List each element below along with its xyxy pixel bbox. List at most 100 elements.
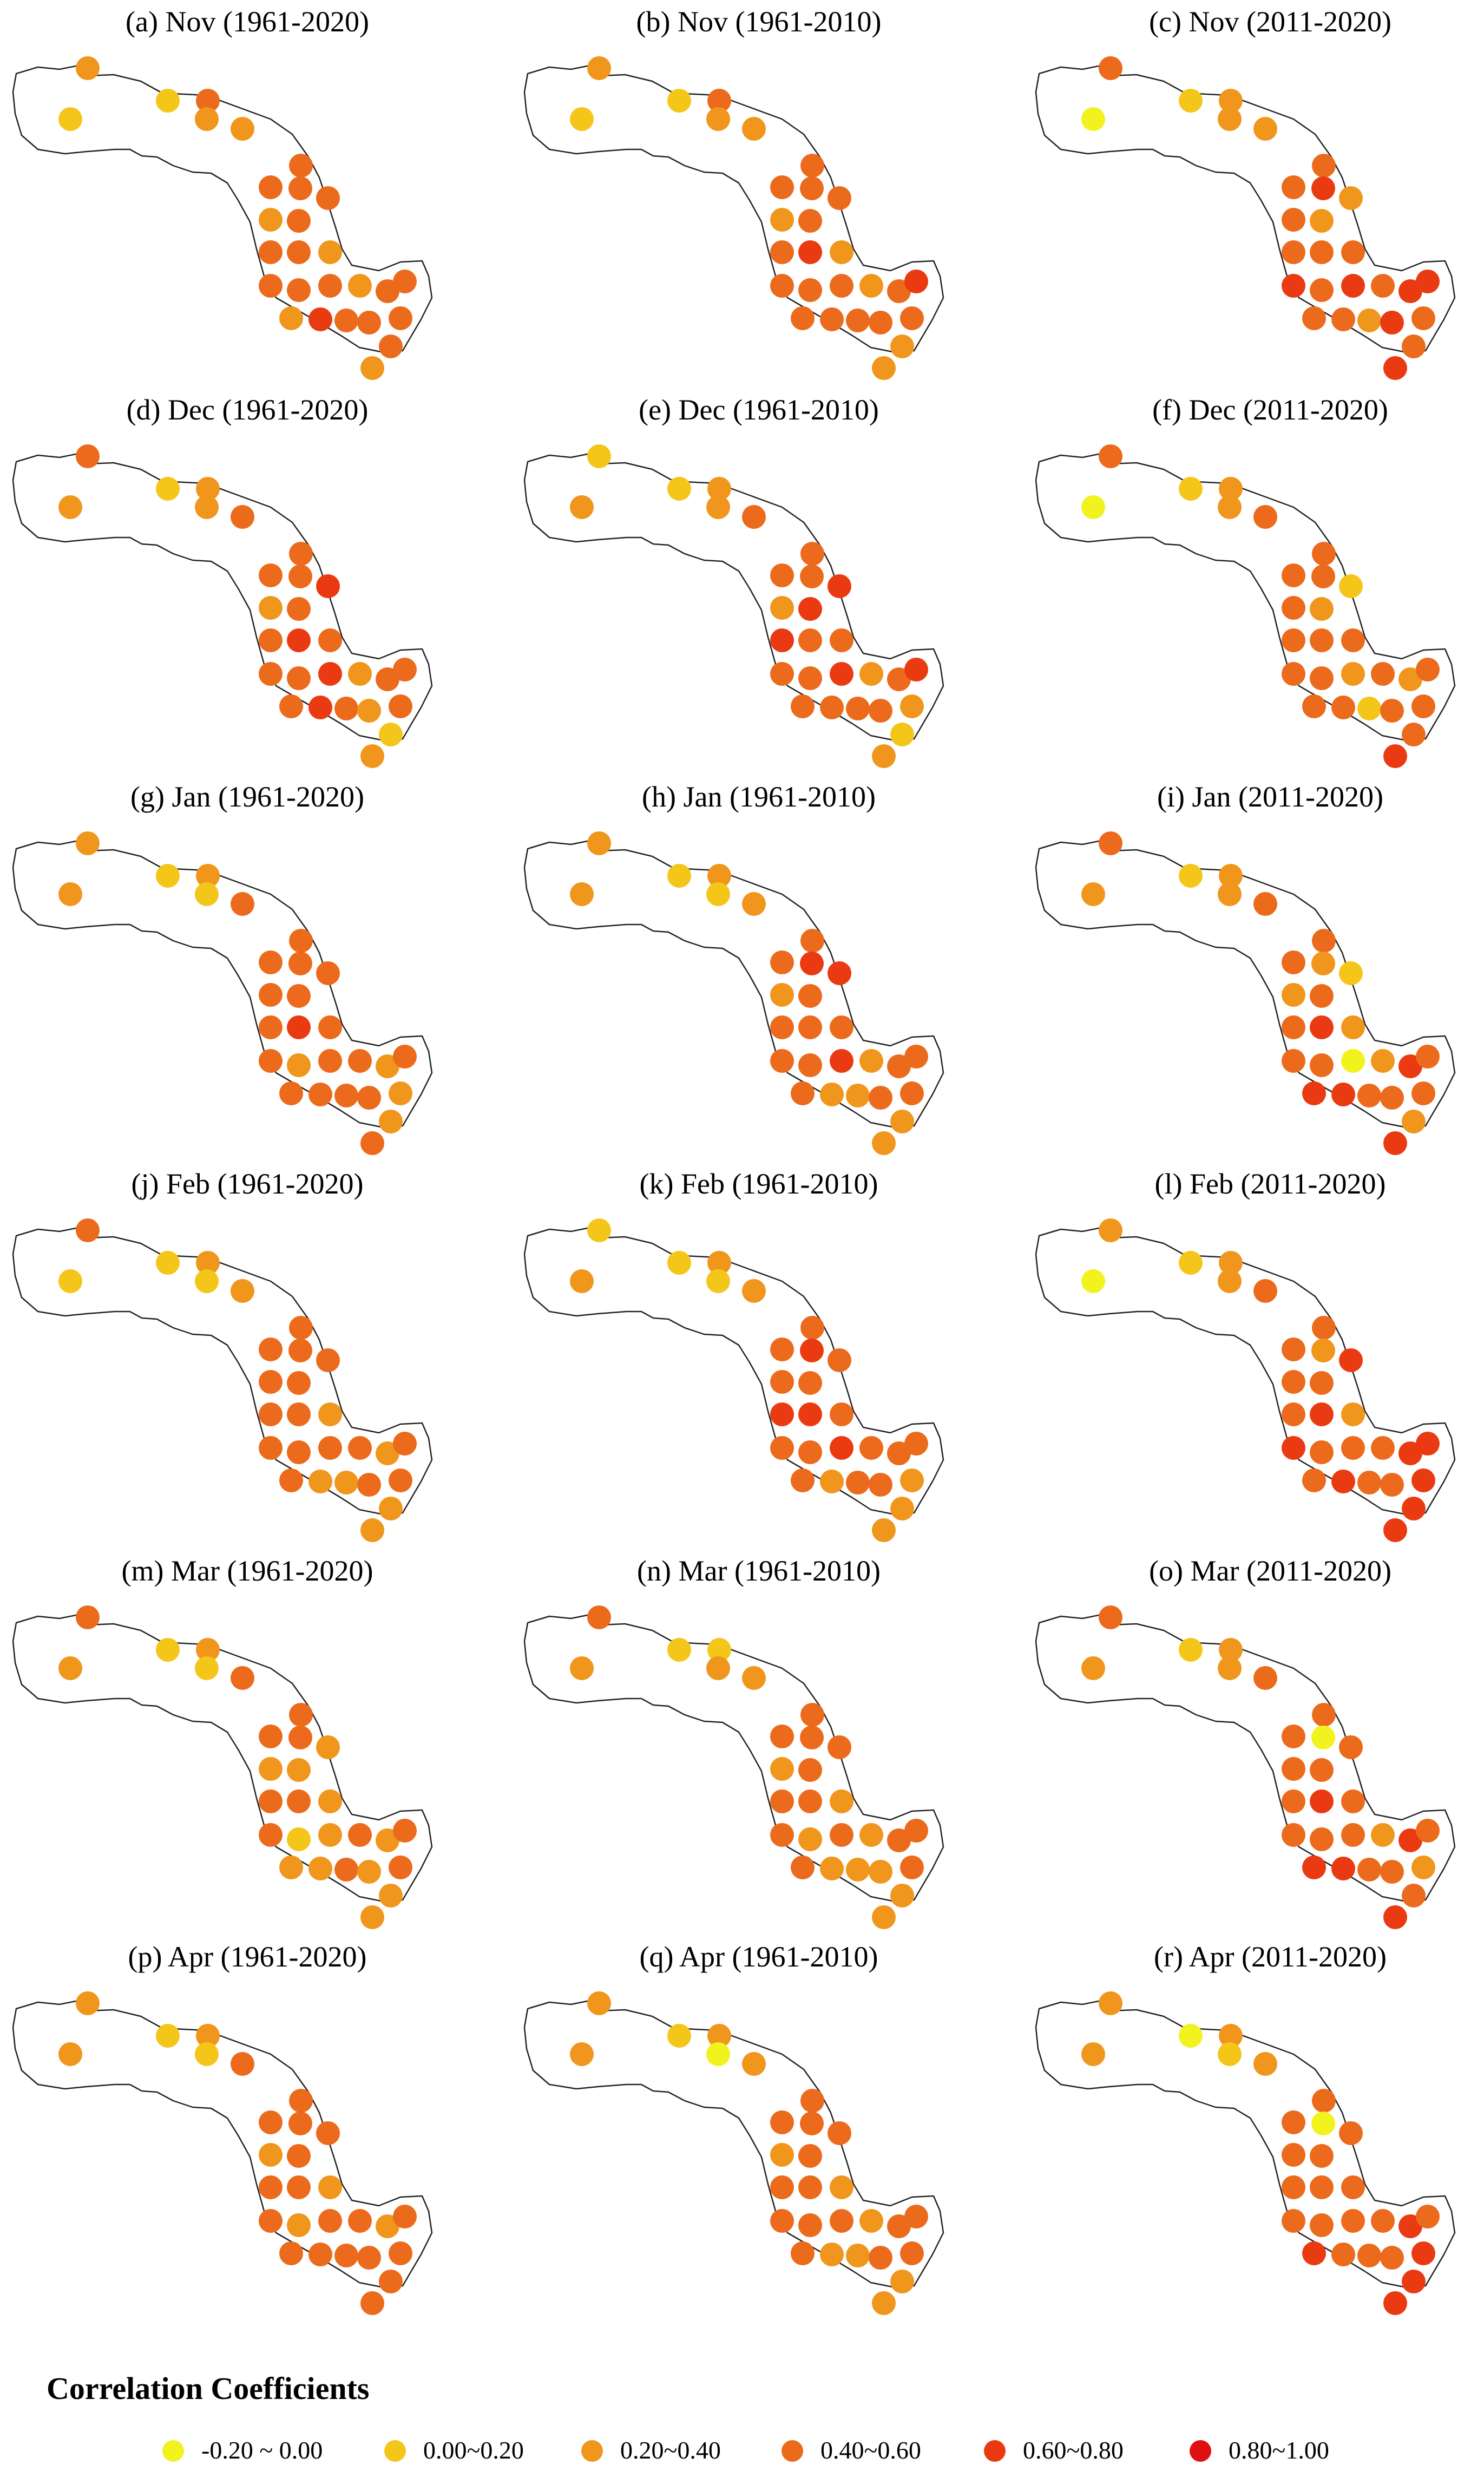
station-marker [770, 2110, 794, 2134]
station-marker [1357, 697, 1381, 720]
station-marker [1383, 1131, 1407, 1155]
station-marker [76, 1605, 100, 1629]
station-marker [1310, 1758, 1334, 1782]
station-marker [287, 1371, 311, 1395]
station-marker [58, 2042, 82, 2066]
station-marker [1312, 1703, 1336, 1727]
station-marker [289, 929, 313, 953]
station-marker [259, 1338, 283, 1361]
station-marker [287, 2144, 311, 2168]
station-marker [1282, 1436, 1305, 1460]
station-marker [389, 694, 412, 718]
station-marker [587, 444, 611, 468]
station-marker [904, 1045, 928, 1068]
station-marker [389, 1081, 412, 1105]
station-marker [1282, 563, 1305, 587]
station-marker [828, 1735, 851, 1759]
station-marker [859, 1823, 883, 1847]
station-marker [1339, 574, 1363, 598]
station-marker [318, 240, 342, 264]
station-marker [379, 1110, 403, 1133]
station-marker [800, 565, 824, 588]
station-marker [334, 1858, 358, 1882]
station-marker [231, 892, 254, 916]
station-marker [316, 1735, 340, 1759]
station-marker [890, 723, 914, 746]
station-marker [1282, 596, 1305, 620]
panel-title: (l) Feb (2011-2020) [1154, 1168, 1386, 1200]
station-marker [195, 2042, 219, 2066]
station-marker [1380, 1860, 1404, 1884]
station-marker [887, 1441, 911, 1465]
station-marker [742, 2052, 766, 2076]
station-marker [1331, 307, 1355, 331]
station-marker [1416, 1432, 1440, 1456]
panel-title: (c) Nov (2011-2020) [1149, 5, 1391, 38]
station-marker [1218, 495, 1242, 519]
station-marker [1398, 667, 1422, 691]
station-marker [1099, 444, 1122, 468]
station-marker [316, 2121, 340, 2145]
station-marker [1371, 1823, 1395, 1847]
map-panel: (o) Mar (2011-2020) [1023, 1549, 1484, 1936]
station-marker [287, 2213, 311, 2237]
station-marker [707, 89, 731, 113]
station-marker [376, 1054, 399, 1078]
station-marker [1341, 274, 1365, 298]
station-marker [798, 209, 822, 233]
map-panel: (i) Jan (2011-2020) [1023, 775, 1484, 1162]
station-marker [887, 279, 911, 303]
station-marker [259, 2209, 283, 2233]
station-marker [900, 2241, 924, 2265]
station-marker [1339, 961, 1363, 985]
station-marker [830, 1823, 853, 1847]
station-marker [1398, 2214, 1422, 2238]
station-marker [259, 2110, 283, 2134]
station-marker [869, 1086, 892, 1110]
legend-swatch [1190, 2440, 1211, 2462]
map-panel: (d) Dec (1961-2020) [0, 388, 495, 775]
station-marker [770, 240, 794, 264]
station-marker [360, 2291, 384, 2315]
station-marker [869, 699, 892, 723]
station-marker [259, 596, 283, 620]
station-marker [1371, 2209, 1395, 2233]
station-marker [798, 1053, 822, 1077]
station-marker [259, 274, 283, 298]
station-marker [828, 186, 851, 210]
station-marker [1253, 1666, 1277, 1690]
basin-map [1035, 444, 1456, 768]
station-marker [1341, 1436, 1365, 1460]
station-marker [1310, 2213, 1334, 2237]
station-marker [707, 864, 731, 888]
station-marker [798, 597, 822, 621]
station-marker [1398, 1828, 1422, 1852]
station-marker [1339, 1348, 1363, 1372]
map-panel: (q) Apr (1961-2010) [511, 1935, 1006, 2322]
station-marker [1310, 1053, 1334, 1077]
station-marker [1312, 1316, 1336, 1340]
station-marker [1253, 505, 1277, 529]
station-marker [800, 2089, 824, 2113]
station-marker [1253, 117, 1277, 141]
station-marker [800, 2112, 824, 2135]
station-marker [1331, 1083, 1355, 1106]
station-marker [798, 2213, 822, 2237]
station-marker [348, 274, 372, 298]
station-marker [770, 2143, 794, 2167]
map-panel: (e) Dec (1961-2010) [511, 388, 1006, 775]
station-marker [1253, 1279, 1277, 1303]
station-marker [1380, 2246, 1404, 2270]
station-marker [770, 1338, 794, 1361]
station-marker [58, 107, 82, 131]
station-marker [706, 882, 730, 906]
station-marker [1341, 2209, 1365, 2233]
basin-outline [523, 839, 944, 1128]
map-panel: (k) Feb (1961-2010) [511, 1162, 1006, 1549]
station-marker [1357, 309, 1381, 332]
station-marker [1310, 628, 1334, 652]
station-marker [360, 1131, 384, 1155]
station-marker [287, 597, 311, 621]
station-marker [1311, 1339, 1335, 1362]
station-marker [379, 1497, 403, 1520]
